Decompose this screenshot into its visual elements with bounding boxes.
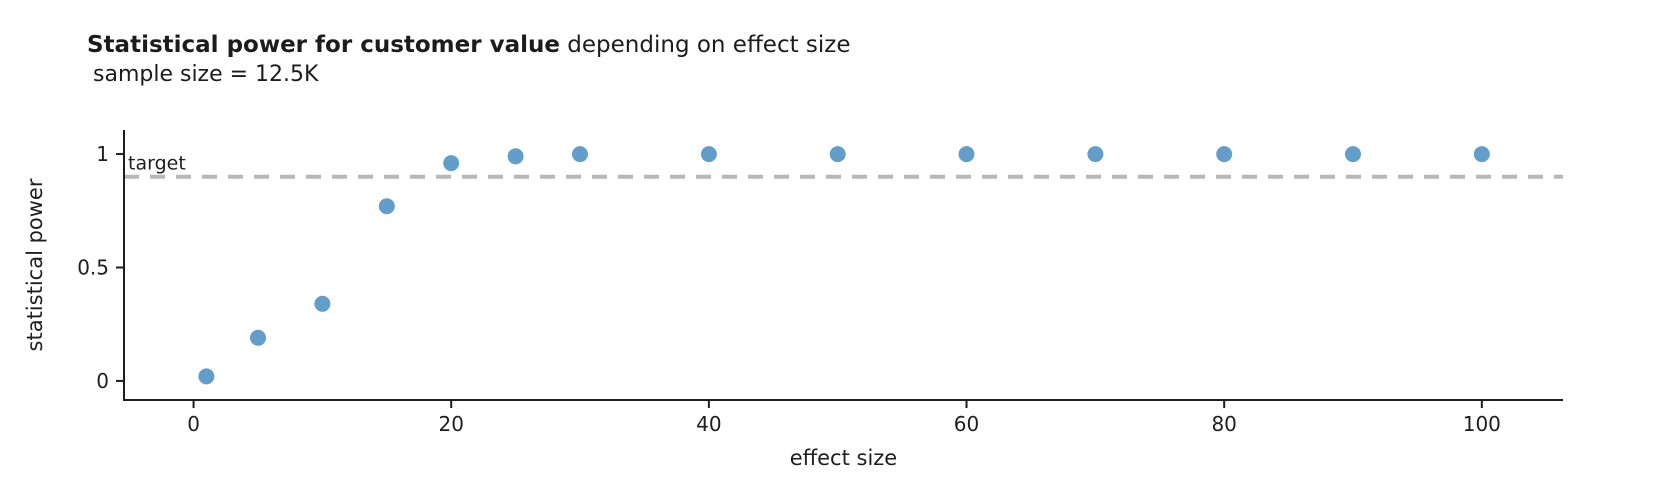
data-point: [1473, 146, 1490, 163]
y-axis-title: statistical power: [23, 178, 47, 351]
chart-title-emphasis: Statistical power for customer value: [87, 32, 560, 58]
target-line-group: target: [124, 153, 1563, 179]
data-point: [314, 295, 331, 312]
y-tick-label: 0: [96, 369, 109, 393]
data-point: [1345, 146, 1361, 163]
chart-title: Statistical power for customer value dep…: [87, 31, 851, 59]
data-point: [829, 146, 846, 163]
data-point: [443, 155, 460, 172]
data-point: [572, 146, 588, 163]
data-point: [958, 146, 975, 163]
x-tick-label: 20: [438, 412, 463, 436]
chart-title-rest: depending on effect size: [559, 32, 851, 58]
y-tick-label: 1: [96, 142, 109, 166]
data-point: [1216, 146, 1233, 163]
y-tick-label: 0.5: [77, 255, 109, 279]
x-tick-label: 100: [1463, 412, 1501, 436]
x-tick-label: 40: [696, 412, 721, 436]
x-axis-title: effect size: [790, 446, 897, 470]
axes: 0 0.5 1 0 20 40 60 80 100 effect size statistical …: [23, 130, 1563, 470]
data-point: [250, 329, 266, 346]
data-point: [1087, 146, 1104, 163]
x-tick-label: 60: [954, 412, 979, 436]
data-point: [700, 146, 717, 163]
x-tick-label: 0: [187, 412, 200, 436]
target-line-label: target: [128, 153, 186, 175]
data-point: [198, 368, 215, 385]
data-point: [507, 148, 524, 165]
data-points: [198, 146, 1490, 385]
data-point: [378, 198, 395, 215]
x-tick-label: 80: [1211, 412, 1236, 436]
chart-subtitle: sample size = 12.5K: [93, 62, 319, 87]
